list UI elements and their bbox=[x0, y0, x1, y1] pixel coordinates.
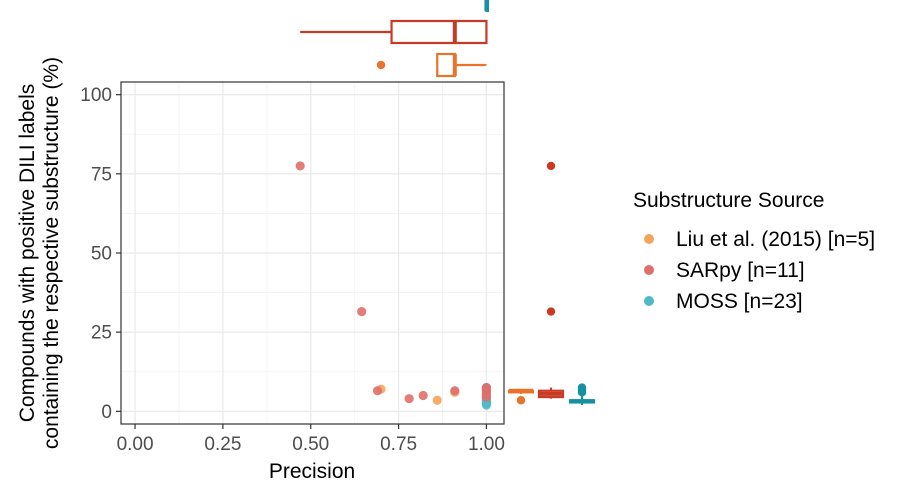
y-tick-label: 100 bbox=[80, 85, 112, 106]
data-point bbox=[418, 390, 428, 401]
data-point bbox=[295, 161, 305, 171]
legend-key-sarpy bbox=[644, 265, 654, 275]
plot-panel bbox=[120, 81, 505, 425]
x-axis-title: Precision bbox=[269, 460, 355, 483]
legend-label-liu: Liu et al. (2015) [n=5] bbox=[676, 228, 875, 251]
y-tick-label: 25 bbox=[91, 323, 112, 344]
top-box-outlier bbox=[376, 60, 386, 70]
top-box bbox=[436, 52, 456, 78]
data-point bbox=[432, 395, 442, 405]
x-tick-label: 0.00 bbox=[117, 434, 154, 455]
y-axis-title-line-2: containing the respective substructure (… bbox=[40, 57, 63, 449]
right-marginal-boxplots bbox=[507, 161, 596, 405]
legend: Substructure Source Liu et al. (2015) [n… bbox=[633, 189, 875, 313]
right-box-outlier bbox=[577, 383, 587, 392]
data-point bbox=[450, 386, 460, 396]
top-box bbox=[390, 19, 488, 45]
y-tick-label: 0 bbox=[101, 402, 112, 423]
x-tick-label: 0.25 bbox=[204, 434, 241, 455]
legend-label-sarpy: SARpy [n=11] bbox=[676, 259, 805, 282]
legend-label-moss: MOSS [n=23] bbox=[676, 290, 803, 313]
legend-key-liu bbox=[644, 234, 654, 244]
y-axis-title: Compounds with positive DILI labels cont… bbox=[16, 57, 63, 449]
data-point bbox=[357, 306, 367, 317]
x-tick-label: 1.00 bbox=[468, 434, 505, 455]
legend-title: Substructure Source bbox=[633, 189, 824, 212]
right-box-outlier bbox=[546, 161, 556, 171]
y-tick-label: 50 bbox=[91, 244, 112, 265]
data-point bbox=[372, 386, 383, 396]
right-box-outlier bbox=[546, 307, 556, 316]
x-tick-label: 0.50 bbox=[292, 434, 329, 455]
legend-key-moss bbox=[644, 296, 654, 306]
y-axis: 0 25 50 75 100 bbox=[80, 85, 121, 423]
right-box-outlier bbox=[516, 396, 526, 405]
y-axis-title-line-1: Compounds with positive DILI labels bbox=[16, 84, 39, 423]
data-point bbox=[404, 394, 414, 404]
data-point bbox=[481, 382, 492, 393]
y-tick-label: 75 bbox=[91, 164, 112, 185]
x-tick-label: 0.75 bbox=[380, 434, 417, 455]
top-marginal-boxplots bbox=[300, 0, 490, 78]
x-axis: 0.00 0.25 0.50 0.75 1.00 bbox=[117, 424, 505, 455]
